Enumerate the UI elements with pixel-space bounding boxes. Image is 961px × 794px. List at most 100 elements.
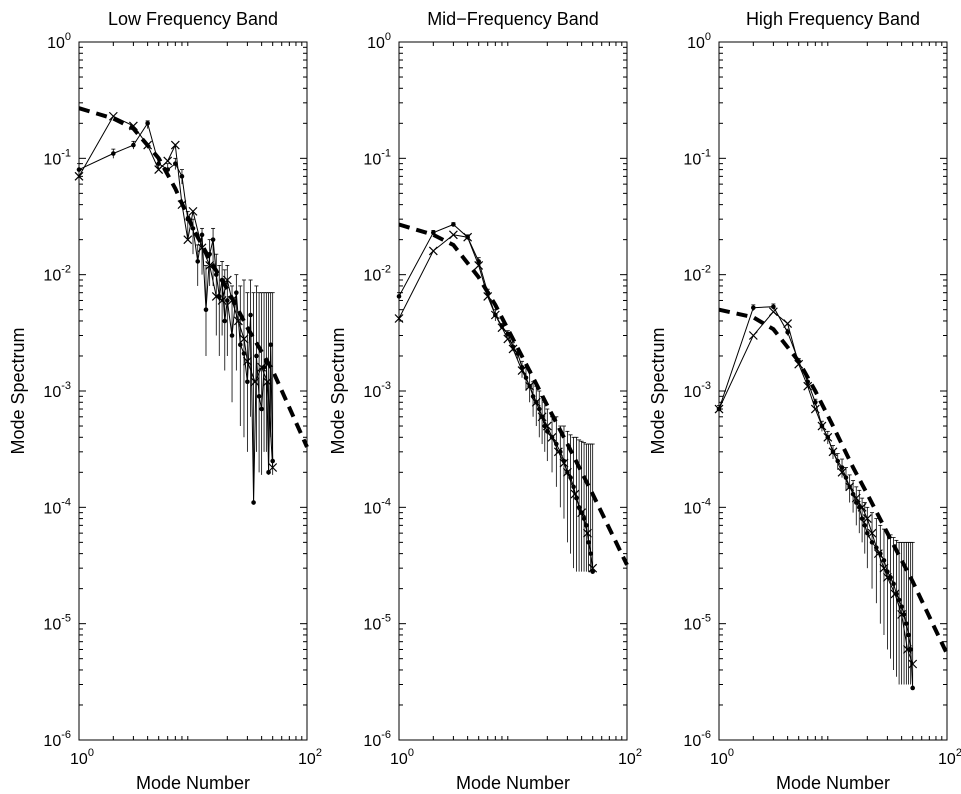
data-point-dot	[145, 121, 150, 126]
data-point-x	[903, 645, 912, 654]
data-point-x	[867, 528, 877, 538]
marker-x-stroke	[428, 246, 438, 256]
marker-x-stroke	[583, 528, 592, 538]
data-point-dot	[862, 523, 868, 528]
marker-x-stroke	[197, 243, 207, 253]
marker-x-stroke	[448, 230, 458, 240]
data-point-x	[783, 319, 793, 328]
plot-frame	[398, 41, 628, 741]
marker-x-stroke	[862, 514, 872, 524]
panel-title: Mid−Frequency Band	[427, 9, 599, 29]
marker-x-stroke	[508, 344, 518, 354]
data-point-dot	[813, 399, 818, 405]
data-point-dot	[843, 475, 849, 480]
data-point-dot	[869, 540, 875, 545]
marker-x-stroke	[570, 489, 580, 499]
marker-x-stroke	[188, 206, 198, 216]
marker-x-stroke	[525, 381, 535, 391]
data-point-dot	[229, 333, 235, 338]
marker-x-stroke	[748, 331, 758, 340]
y-tick-label: 100	[47, 31, 71, 52]
data-point-dot	[254, 353, 259, 359]
data-point-x	[531, 397, 541, 407]
marker-x-stroke	[154, 165, 164, 175]
y-tick-label: 10-6	[363, 729, 391, 750]
data-point-dot	[256, 394, 262, 399]
data-point-dot	[451, 222, 456, 227]
data-point-x	[170, 140, 180, 150]
data-point-dot	[881, 558, 887, 563]
y-tick-label: 10-5	[683, 613, 711, 634]
data-point-x	[74, 171, 84, 181]
marker-x-stroke	[553, 447, 563, 457]
data-point-x	[490, 310, 500, 320]
data-point-x	[897, 610, 907, 619]
y-tick-label: 10-1	[683, 147, 711, 168]
marker-x-stroke	[531, 397, 541, 407]
data-point-dot	[859, 516, 865, 521]
data-point-x	[845, 482, 855, 492]
data-point-x	[217, 296, 227, 305]
x-tick-label: 100	[390, 747, 414, 768]
data-point-dot	[76, 167, 82, 172]
fit-line	[718, 307, 949, 655]
data-point-x	[525, 381, 535, 391]
x-tick-label: 102	[298, 747, 322, 768]
panel-title: Low Frequency Band	[108, 9, 278, 29]
data-point-dot	[173, 161, 178, 166]
marker-x-stroke	[577, 508, 587, 518]
data-point-dot	[225, 298, 230, 303]
data-point-x	[242, 356, 252, 366]
data-point-x	[559, 458, 569, 468]
data-point-x	[483, 292, 493, 301]
marker-x-stroke	[803, 381, 813, 391]
x-tick-label: 100	[70, 747, 94, 768]
marker-x-stroke	[845, 482, 855, 492]
marker-x-stroke	[890, 589, 900, 599]
data-point-x	[163, 156, 173, 166]
data-point-x	[239, 334, 249, 344]
y-tick-label: 10-2	[683, 264, 711, 285]
marker-x-stroke	[394, 314, 404, 323]
data-point-dot	[179, 174, 185, 179]
marker-x-stroke	[903, 645, 912, 654]
marker-x-stroke	[823, 432, 833, 442]
data-point-x	[714, 404, 724, 414]
marker-x-stroke	[463, 232, 473, 242]
marker-x-stroke	[588, 563, 598, 573]
data-point-x	[882, 572, 892, 582]
data-point-x	[873, 549, 883, 559]
y-tick-label: 10-4	[363, 496, 391, 517]
marker-x-stroke	[559, 458, 569, 468]
data-point-dot	[268, 342, 273, 348]
marker-x-stroke	[483, 292, 493, 301]
data-point-x	[183, 235, 193, 245]
data-point-x	[268, 463, 278, 472]
data-point-dot	[908, 647, 913, 652]
marker-x-stroke	[239, 334, 249, 344]
data-point-x	[810, 404, 820, 414]
data-point-dot	[131, 142, 136, 148]
y-tick-label: 10-3	[363, 380, 391, 401]
x-axis-label: Mode Number	[776, 773, 890, 793]
marker-x-stroke	[837, 467, 847, 477]
marker-x-stroke	[250, 377, 260, 387]
data-point-x	[562, 467, 572, 477]
marker-x-stroke	[211, 292, 221, 301]
y-tick-label: 10-5	[43, 613, 71, 634]
marker-x-stroke	[851, 493, 861, 503]
y-tick-label: 100	[687, 31, 711, 52]
marker-x-stroke	[268, 463, 278, 472]
data-point-dot	[785, 329, 790, 335]
data-point-dot	[195, 259, 201, 264]
x-tick-label: 102	[618, 747, 642, 768]
y-tick-label: 10-2	[363, 264, 391, 285]
data-point-x	[188, 206, 198, 216]
data-point-x	[394, 314, 404, 323]
marker-x-stroke	[217, 296, 227, 305]
data-point-dot	[906, 632, 911, 638]
marker-x-stroke	[714, 404, 724, 414]
y-tick-label: 10-4	[43, 496, 71, 517]
panel-title: High Frequency Band	[746, 9, 920, 29]
data-point-x	[463, 232, 473, 242]
